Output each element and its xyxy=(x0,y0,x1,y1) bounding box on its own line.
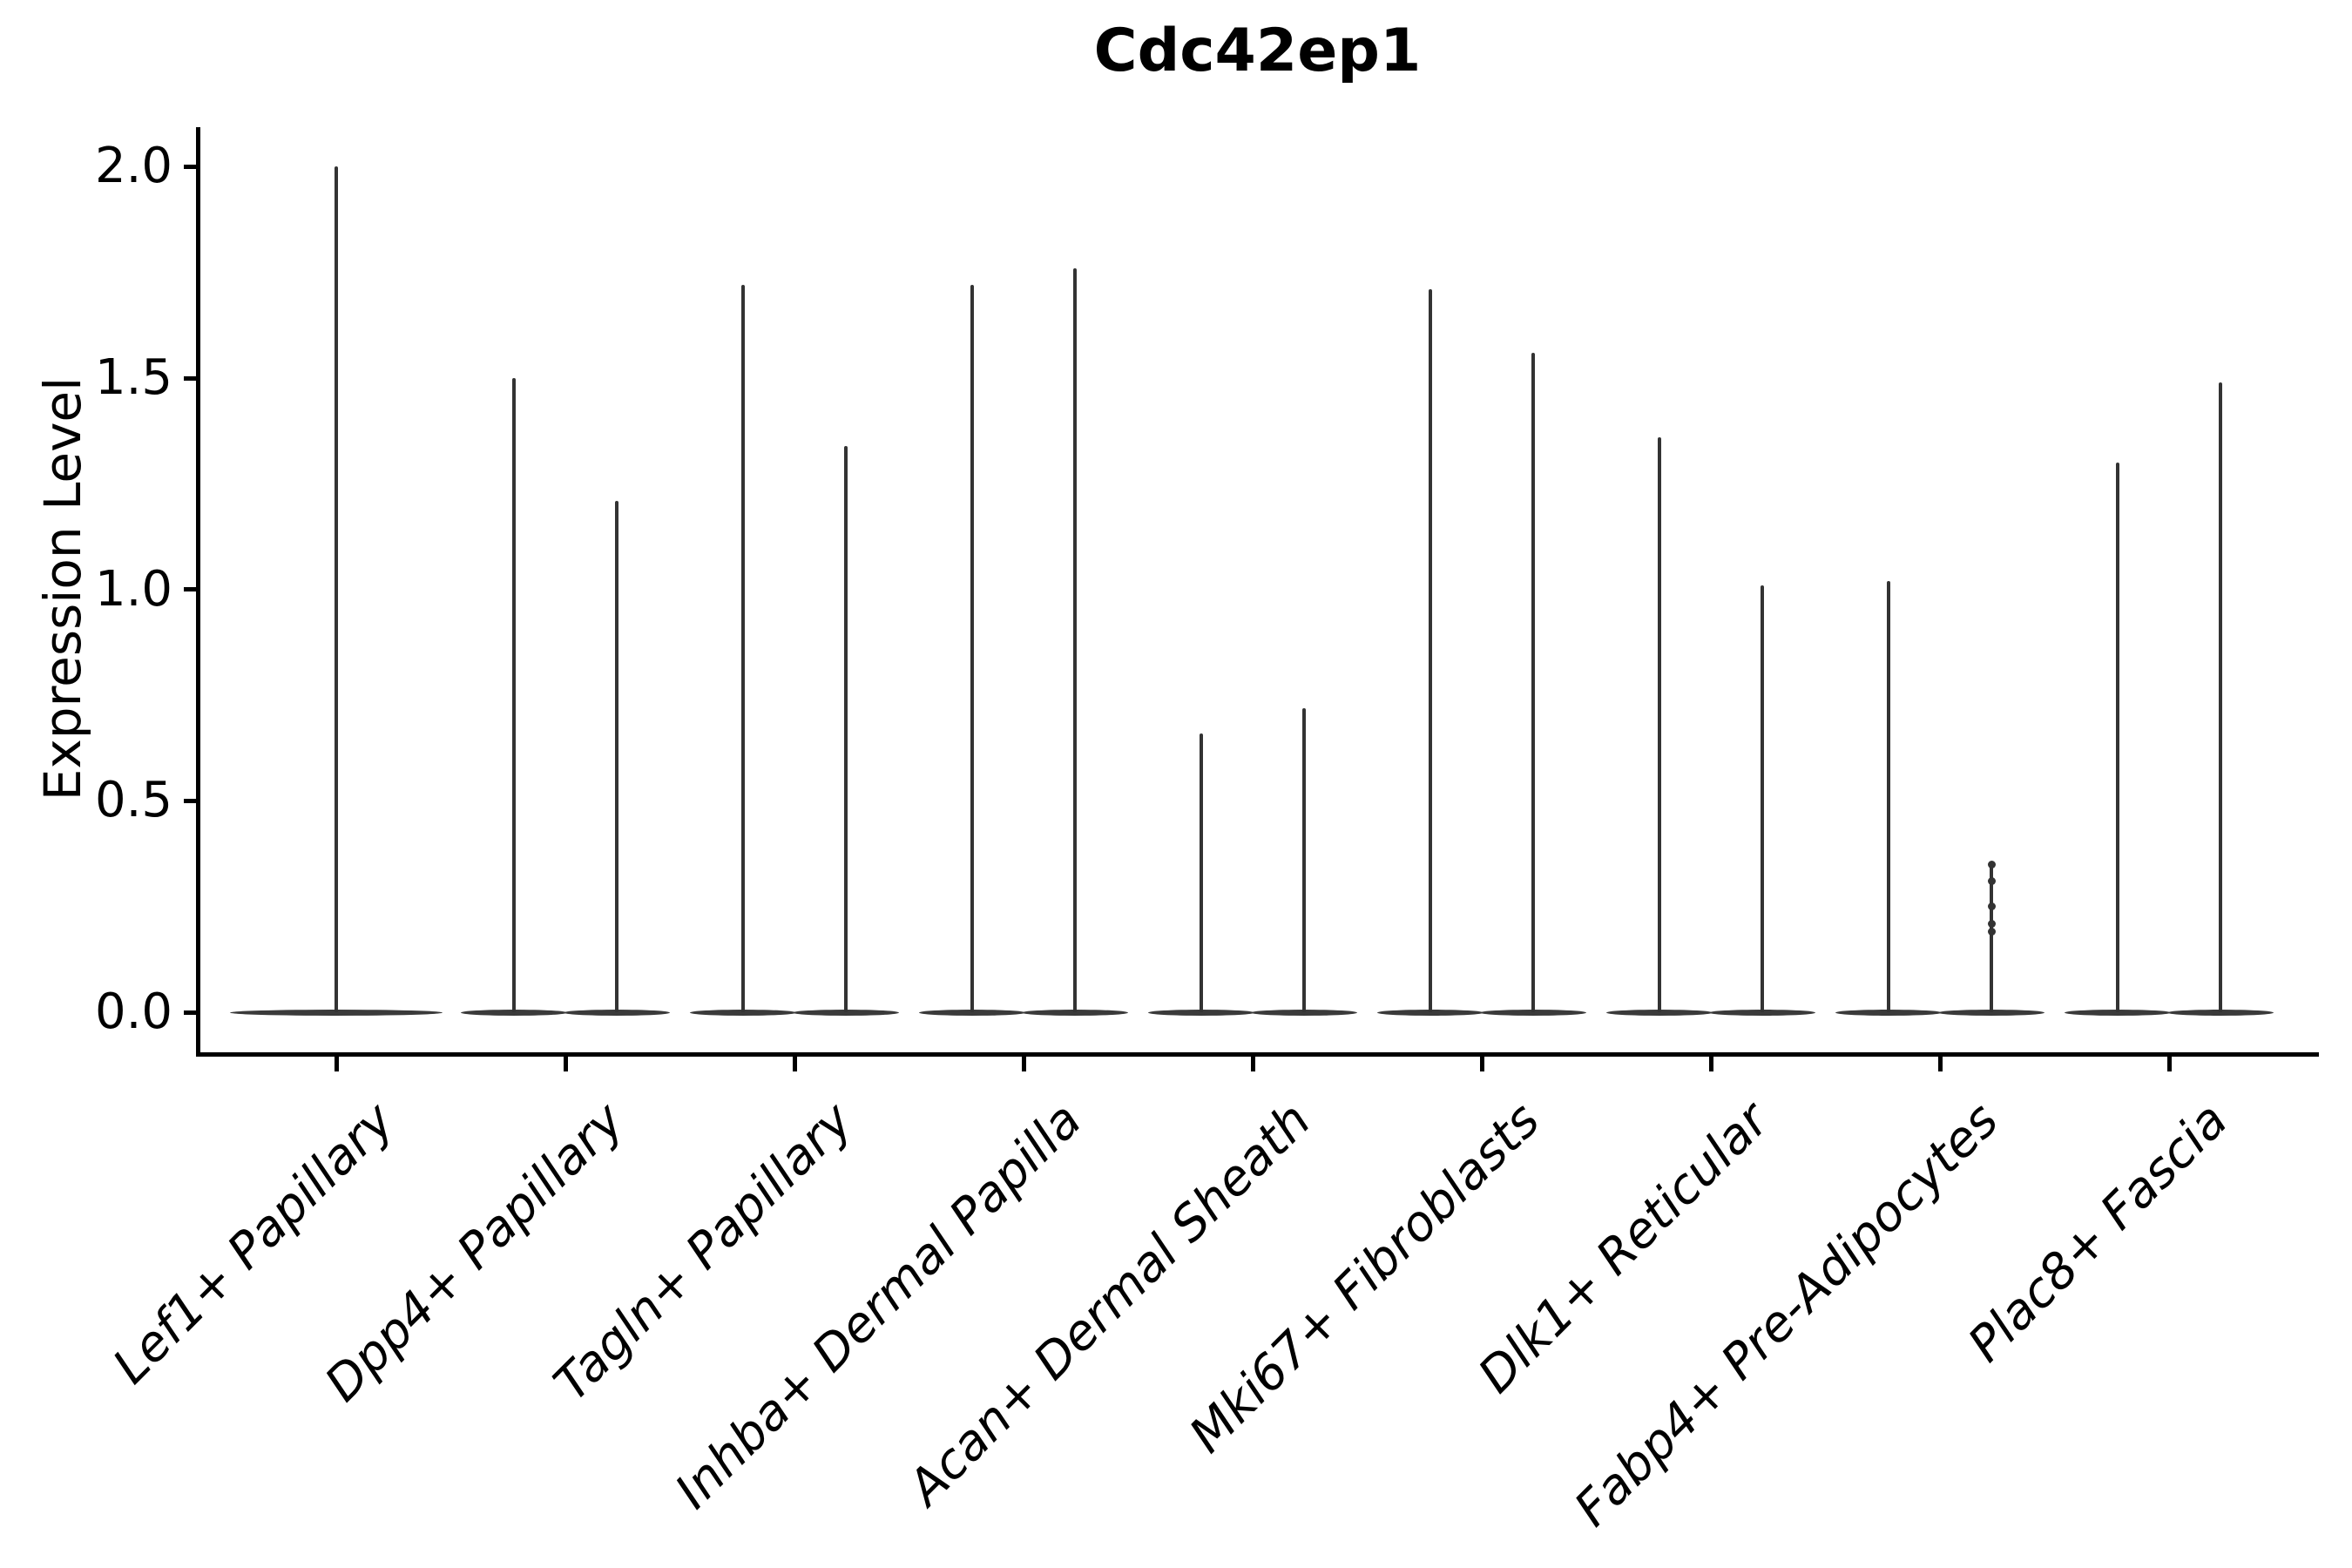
x-tick-mark xyxy=(334,1056,339,1071)
violin-spike xyxy=(1658,436,1661,1012)
y-tick-mark xyxy=(184,375,196,381)
x-axis-spine xyxy=(196,1052,2319,1057)
violin-spike xyxy=(615,500,618,1012)
x-tick-label: Inhba+ Dermal Papilla xyxy=(665,1092,1093,1520)
x-tick-mark xyxy=(2166,1056,2172,1071)
violin-base xyxy=(2065,1009,2171,1016)
violin-base xyxy=(793,1009,899,1016)
violin-base xyxy=(1709,1009,1815,1016)
violin-spike xyxy=(1887,580,1890,1012)
violin-spike xyxy=(1073,267,1077,1012)
violin-base xyxy=(461,1009,567,1016)
x-tick-label: Acan+ Dermal Sheath xyxy=(897,1092,1322,1517)
violin-spike xyxy=(844,445,848,1012)
violin-spike xyxy=(2219,382,2222,1012)
violin-base xyxy=(1148,1009,1254,1016)
violin-base xyxy=(1251,1009,1357,1016)
violin-spike xyxy=(970,285,974,1012)
violin-spike xyxy=(741,285,745,1012)
x-tick-mark xyxy=(1937,1056,1943,1071)
violin-base xyxy=(1480,1009,1586,1016)
violin-base xyxy=(230,1009,443,1016)
violin-base xyxy=(564,1009,670,1016)
violin-base xyxy=(1835,1009,1942,1016)
violin-spike xyxy=(1200,733,1203,1012)
expression-point xyxy=(1987,919,1996,928)
violin-base xyxy=(1377,1009,1484,1016)
violin-base xyxy=(1938,1009,2044,1016)
y-tick-mark xyxy=(184,587,196,592)
x-tick-mark xyxy=(792,1056,797,1071)
violin-spike xyxy=(1302,707,1306,1012)
x-tick-mark xyxy=(1250,1056,1255,1071)
y-tick-label: 0.5 xyxy=(94,772,172,829)
y-tick-label: 1.5 xyxy=(94,349,172,407)
y-axis-spine xyxy=(196,127,200,1057)
x-tick-mark xyxy=(563,1056,568,1071)
violin-base xyxy=(2167,1009,2274,1016)
expression-point xyxy=(1987,902,1996,911)
x-tick-mark xyxy=(1708,1056,1713,1071)
y-tick-label: 2.0 xyxy=(94,138,172,195)
violin-spike xyxy=(1990,864,1993,1012)
expression-point xyxy=(1987,877,1996,886)
violin-spike xyxy=(1429,289,1432,1012)
violin-spike xyxy=(2116,463,2119,1012)
violin-base xyxy=(1022,1009,1128,1016)
violin-spike xyxy=(1531,352,1535,1012)
violin-base xyxy=(919,1009,1025,1016)
x-tick-mark xyxy=(1479,1056,1484,1071)
y-tick-label: 0.0 xyxy=(94,983,172,1040)
chart-title: Cdc42ep1 xyxy=(1093,17,1422,85)
x-tick-mark xyxy=(1021,1056,1026,1071)
y-tick-mark xyxy=(184,798,196,803)
violin-base xyxy=(1606,1009,1713,1016)
expression-point xyxy=(1987,860,1996,868)
y-tick-mark xyxy=(184,1010,196,1015)
x-tick-label: Fabp4+ Pre-Adipocytes xyxy=(1564,1092,2010,1538)
y-tick-mark xyxy=(184,164,196,169)
violin-spike xyxy=(335,166,338,1012)
violin-base xyxy=(690,1009,796,1016)
violin-spike xyxy=(1761,585,1764,1012)
y-tick-label: 1.0 xyxy=(94,560,172,618)
violin-spike xyxy=(512,378,516,1012)
y-axis-label: Expression Level xyxy=(33,376,92,801)
expression-point xyxy=(1987,928,1996,936)
